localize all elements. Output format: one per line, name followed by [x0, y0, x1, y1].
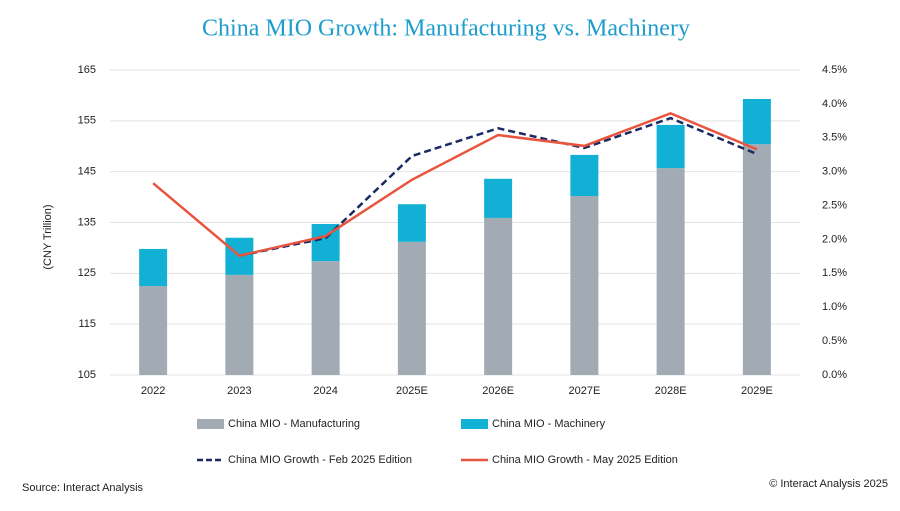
bar-segment	[139, 248, 168, 287]
legend-swatch	[197, 419, 224, 429]
x-tick-label: 2025E	[396, 385, 428, 397]
y-tick-label: 165	[78, 64, 96, 76]
y-tick-label: 115	[78, 318, 96, 330]
legend-swatch	[461, 419, 488, 429]
bar-segment	[656, 168, 685, 375]
bar-segment	[484, 217, 513, 375]
legend-label: China MIO Growth - May 2025 Edition	[492, 454, 678, 466]
x-tick-label: 2029E	[741, 385, 773, 397]
y-tick-label: 125	[78, 267, 96, 279]
y2-tick-label: 4.5%	[822, 64, 847, 76]
bar-segment	[397, 204, 426, 242]
y2-tick-label: 1.0%	[822, 301, 847, 313]
legend-label: China MIO - Machinery	[492, 418, 606, 430]
source: Source: Interact Analysis	[22, 482, 144, 494]
bar-segment	[225, 274, 254, 375]
y2-tick-label: 1.5%	[822, 267, 847, 279]
y2-tick-label: 0.0%	[822, 369, 847, 381]
y2-tick-label: 4.0%	[822, 98, 847, 110]
x-tick-label: 2022	[141, 385, 165, 397]
y-tick-label: 105	[78, 369, 96, 381]
x-tick-label: 2024	[313, 385, 337, 397]
bar-segment	[570, 196, 599, 375]
bar-segment	[139, 286, 168, 375]
bar-segment	[656, 124, 685, 169]
y-tick-label: 145	[78, 166, 96, 178]
bar-segment	[742, 144, 771, 375]
y2-tick-label: 3.5%	[822, 132, 847, 144]
y2-tick-label: 3.0%	[822, 166, 847, 178]
bar-segment	[311, 261, 340, 375]
y2-tick-label: 2.0%	[822, 233, 847, 245]
x-tick-label: 2023	[227, 385, 251, 397]
y2-tick-label: 0.5%	[822, 335, 847, 347]
bar-segment	[570, 154, 599, 197]
bar-segment	[397, 241, 426, 375]
y-tick-label: 135	[78, 216, 96, 228]
chart-title: China MIO Growth: Manufacturing vs. Mach…	[202, 16, 690, 42]
line-series	[152, 112, 758, 258]
y-axis-label: (CNY Trillion)	[42, 204, 54, 269]
line-series	[239, 116, 758, 257]
x-tick-label: 2027E	[568, 385, 600, 397]
y2-tick-label: 2.5%	[822, 199, 847, 211]
legend-label: China MIO Growth - Feb 2025 Edition	[228, 454, 412, 466]
copyright: © Interact Analysis 2025	[769, 478, 888, 490]
x-tick-label: 2028E	[655, 385, 687, 397]
bar-segment	[742, 98, 771, 145]
y-tick-label: 155	[78, 115, 96, 127]
x-tick-label: 2026E	[482, 385, 514, 397]
bar-segment	[484, 178, 513, 218]
legend-label: China MIO - Manufacturing	[228, 418, 360, 430]
